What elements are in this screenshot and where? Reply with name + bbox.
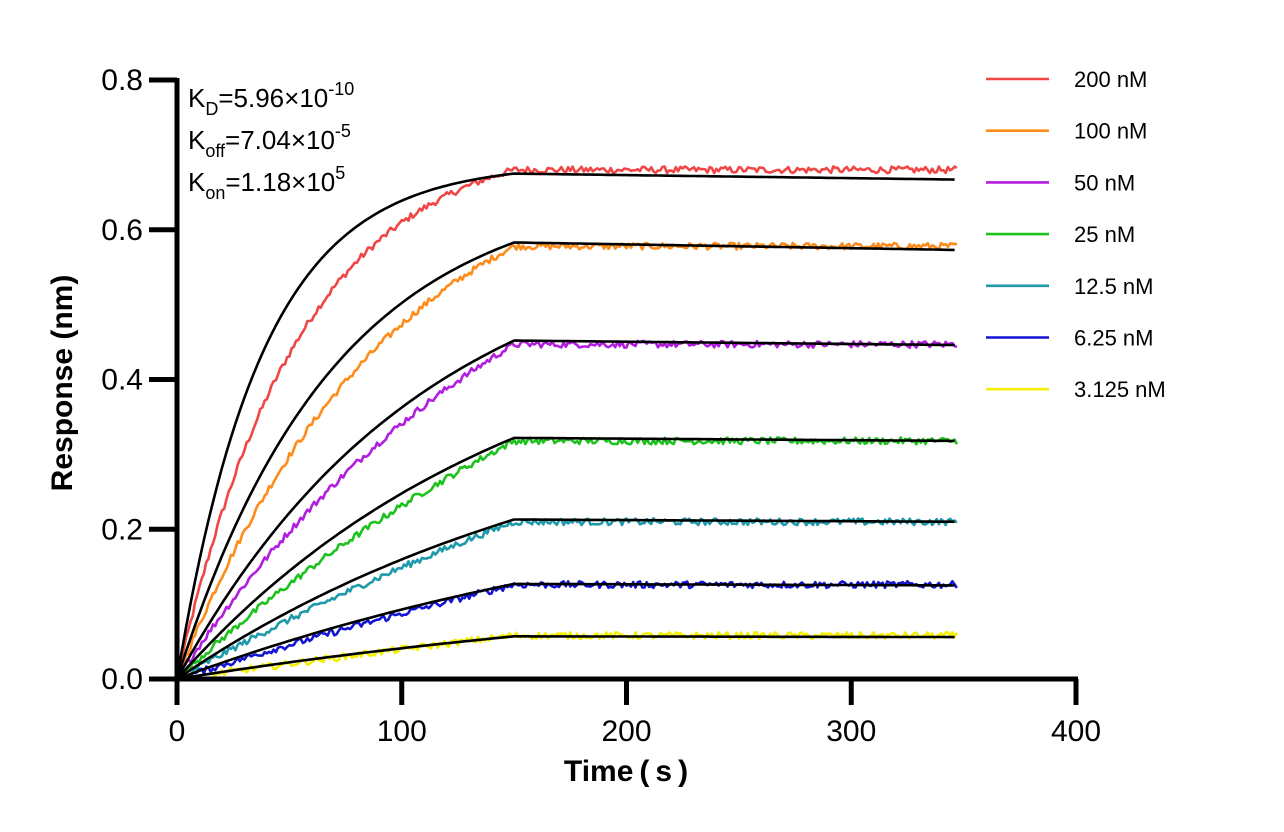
y-tick-label: 0.8	[101, 64, 143, 97]
legend-label: 100 nM	[1074, 119, 1147, 144]
y-tick-label: 0.6	[101, 214, 143, 247]
x-tick-label: 300	[826, 715, 876, 748]
series-line-12_5nM	[177, 517, 958, 681]
series-line-50nM	[175, 339, 958, 680]
y-axis-title: Response (nm)	[46, 275, 79, 492]
data-layer	[175, 165, 959, 681]
kinetic-constant-label: Koff=7.04×10-5	[188, 121, 351, 161]
fit-line-100nM	[175, 241, 955, 680]
axes: 0.0 0.2 0.4 0.6 0.8 0 100 200 300 400	[101, 64, 1101, 748]
legend: 200 nM 100 nM 50 nM 25 nM 12.5 nM 6.25 nM 3.12…	[986, 67, 1166, 402]
series-line-200nM	[175, 165, 958, 680]
fit-line-200nM	[175, 172, 955, 680]
legend-label: 3.125 nM	[1074, 377, 1166, 402]
fit-line-12_5nM	[176, 518, 955, 681]
x-tick-label: 400	[1051, 715, 1101, 748]
x-axis-title: Time ( s )	[564, 755, 688, 788]
fit-line-6_25nM	[176, 582, 955, 681]
y-tick-label: 0.4	[101, 364, 143, 397]
kinetic-constant-label: Kon=1.18×105	[188, 163, 345, 203]
x-tick-label: 200	[601, 715, 651, 748]
legend-label: 25 nM	[1074, 222, 1135, 247]
legend-label: 200 nM	[1074, 67, 1147, 92]
fit-line-50nM	[175, 339, 955, 680]
legend-label: 6.25 nM	[1074, 326, 1154, 351]
legend-label: 12.5 nM	[1074, 274, 1154, 299]
x-tick-label: 0	[169, 715, 186, 748]
fit-line-3_125nM	[176, 634, 955, 681]
y-tick-label: 0.2	[101, 513, 143, 546]
series-line-100nM	[175, 241, 958, 680]
series-line-3_125nM	[210, 630, 959, 678]
y-tick-label: 0.0	[101, 663, 143, 696]
x-tick-label: 100	[377, 715, 427, 748]
kinetic-constant-label: KD=5.96×10-10	[188, 79, 354, 119]
legend-label: 50 nM	[1074, 170, 1135, 195]
fit-line-25nM	[176, 436, 955, 680]
